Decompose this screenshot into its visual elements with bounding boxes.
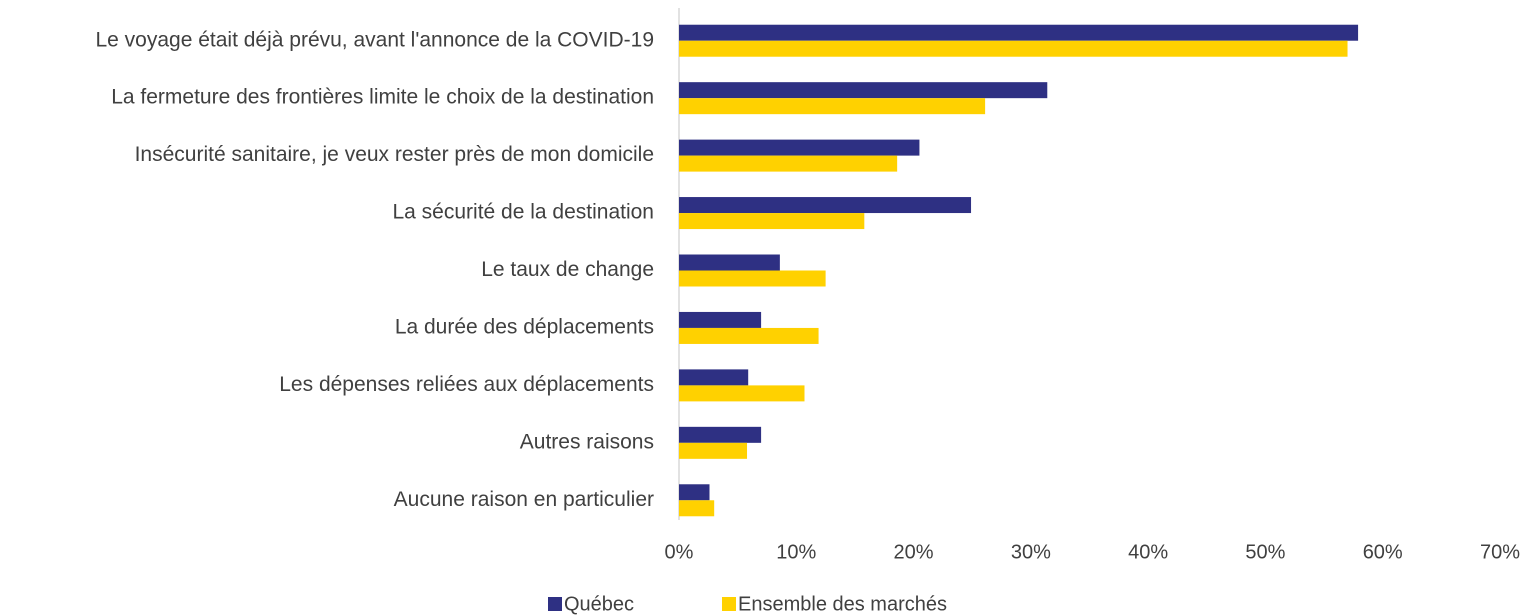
bar [679,484,710,501]
bar [679,139,920,156]
bar [679,369,749,386]
bar [679,40,1348,57]
y-tick-label: Le voyage était déjà prévu, avant l'anno… [95,28,654,51]
bar [679,327,819,344]
y-tick-label: La sécurité de la destination [392,201,654,224]
x-tick-label: 70% [1480,541,1520,563]
bar [679,311,762,328]
bar [679,197,972,214]
x-tick-label: 30% [1011,541,1051,563]
y-tick-label: Aucune raison en particulier [394,488,654,511]
legend-label: Québec [564,593,634,615]
bar [679,98,986,115]
x-tick-label: 20% [894,541,934,563]
bar [679,155,898,172]
y-tick-label: Les dépenses reliées aux déplacements [279,373,654,396]
bar [679,500,715,517]
bar [679,82,1048,99]
bar [679,442,748,459]
x-tick-label: 10% [776,541,816,563]
bar [679,385,805,402]
y-tick-label: Autres raisons [520,430,654,453]
legend-swatch [548,597,562,611]
x-tick-label: 60% [1363,541,1403,563]
legend-swatch [722,597,736,611]
y-tick-label: La fermeture des frontières limite le ch… [111,86,654,109]
bar [679,213,865,230]
bar [679,24,1359,41]
bar [679,254,780,271]
y-tick-label: Insécurité sanitaire, je veux rester prè… [135,143,654,166]
bar [679,426,762,443]
legend-label: Ensemble des marchés [738,593,947,615]
y-tick-label: La durée des déplacements [395,315,654,338]
bar [679,270,826,287]
x-tick-label: 0% [665,541,694,563]
x-tick-label: 40% [1128,541,1168,563]
x-tick-label: 50% [1245,541,1285,563]
y-tick-label: Le taux de change [481,258,654,281]
